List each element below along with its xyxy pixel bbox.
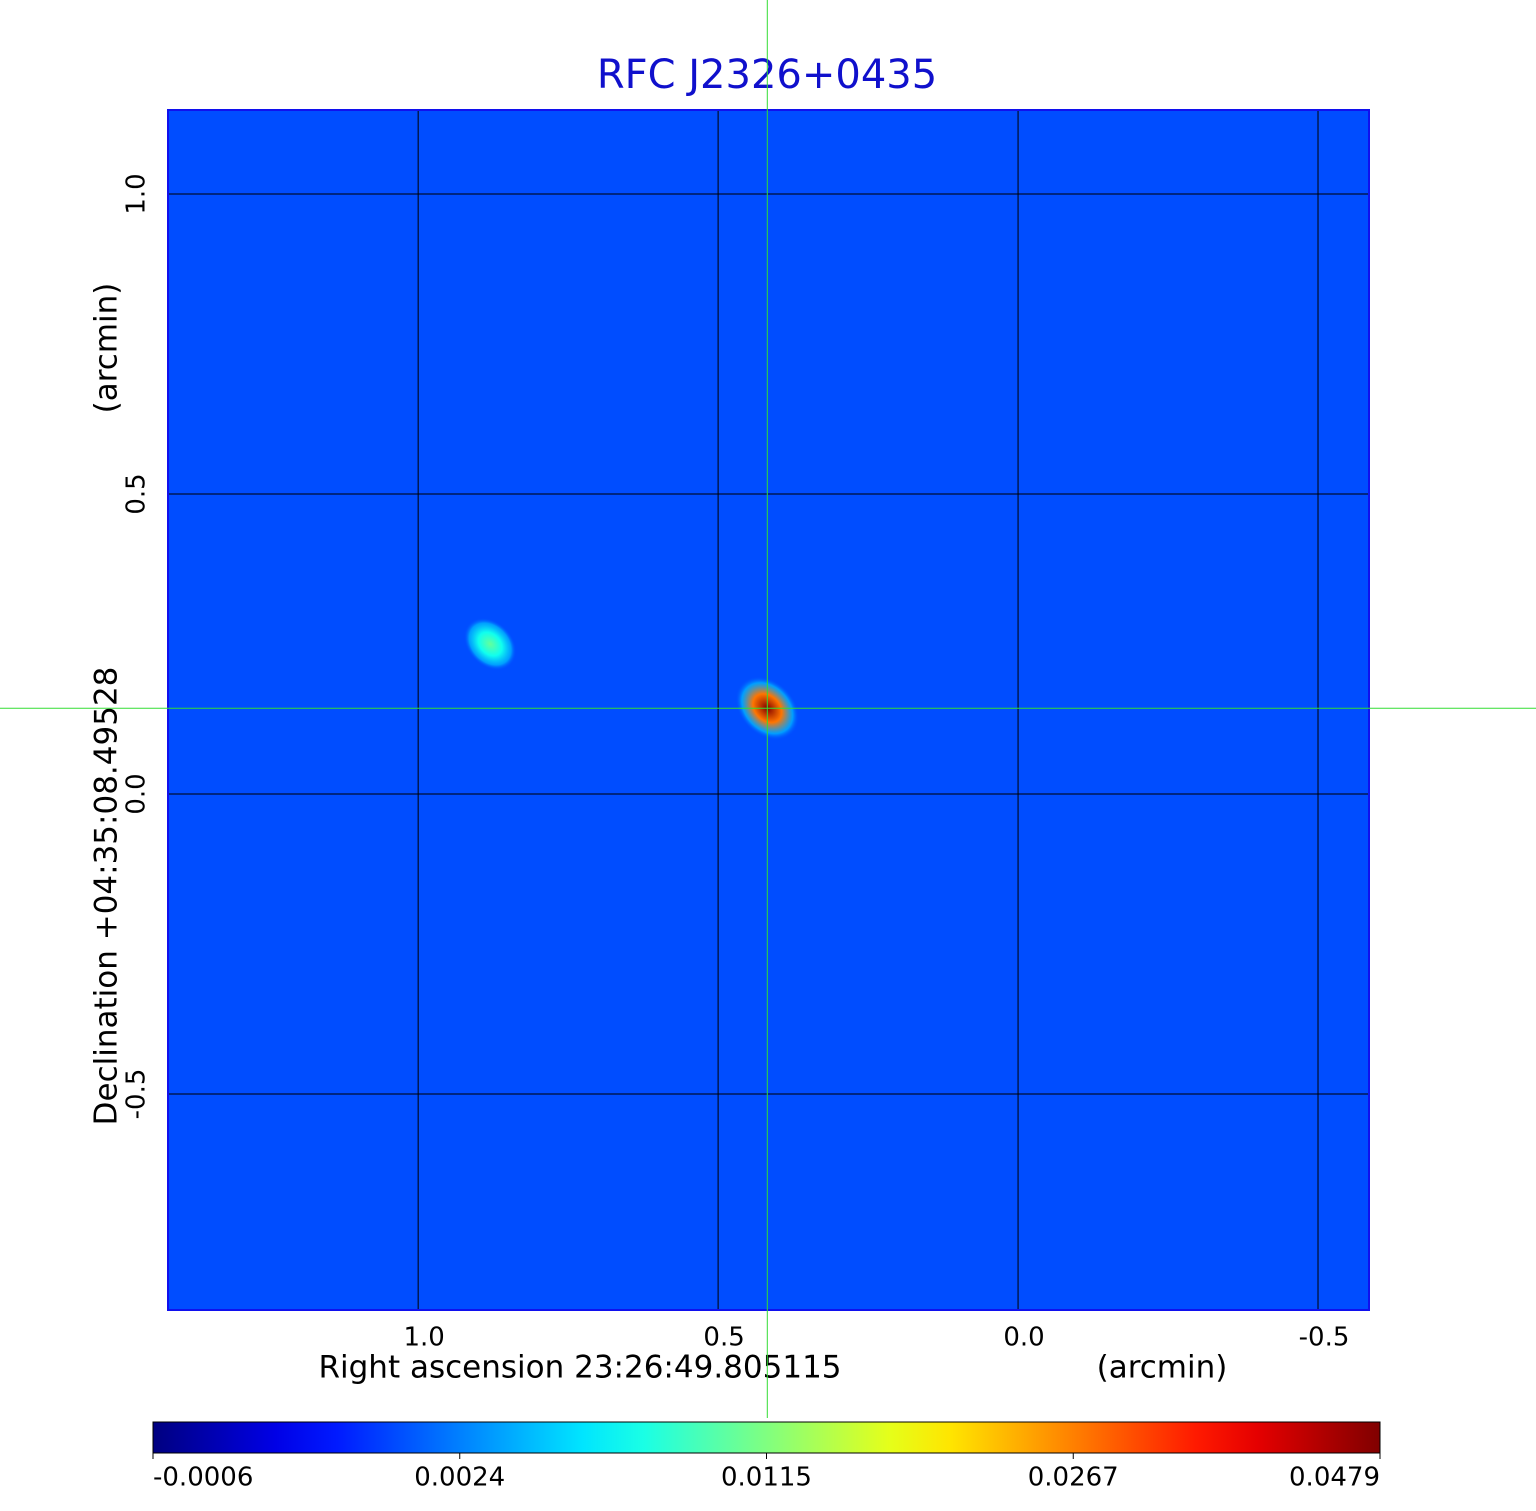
colorbar — [152, 1421, 1381, 1454]
x-tick-label: 0.0 — [1003, 1323, 1044, 1353]
colorbar-tick-label: 0.0267 — [1028, 1463, 1119, 1493]
x-tick-label: -0.5 — [1299, 1323, 1350, 1353]
y-tick-label: 0.5 — [122, 473, 152, 514]
y-tick-label: 1.0 — [122, 173, 152, 214]
x-tick-label: 1.0 — [403, 1323, 444, 1353]
x-axis-label: Right ascension 23:26:49.805115 — [318, 1350, 841, 1386]
x-tick-label: 0.5 — [703, 1323, 744, 1353]
colorbar-tick-label: 0.0115 — [721, 1463, 812, 1493]
y-tick-label: -0.5 — [122, 1069, 152, 1120]
colorbar-tick-label: -0.0006 — [153, 1463, 253, 1493]
image-border — [167, 109, 1370, 1311]
y-axis-unit: (arcmin) — [89, 283, 125, 414]
y-tick-label: 0.0 — [122, 773, 152, 814]
y-axis-label: Declination +04:35:08.49528 — [89, 667, 125, 1126]
source — [463, 617, 517, 671]
colorbar-tick-label: 0.0024 — [414, 1463, 505, 1493]
x-axis-unit: (arcmin) — [1097, 1350, 1228, 1386]
colorbar-tick-label: 0.0479 — [1289, 1463, 1380, 1493]
